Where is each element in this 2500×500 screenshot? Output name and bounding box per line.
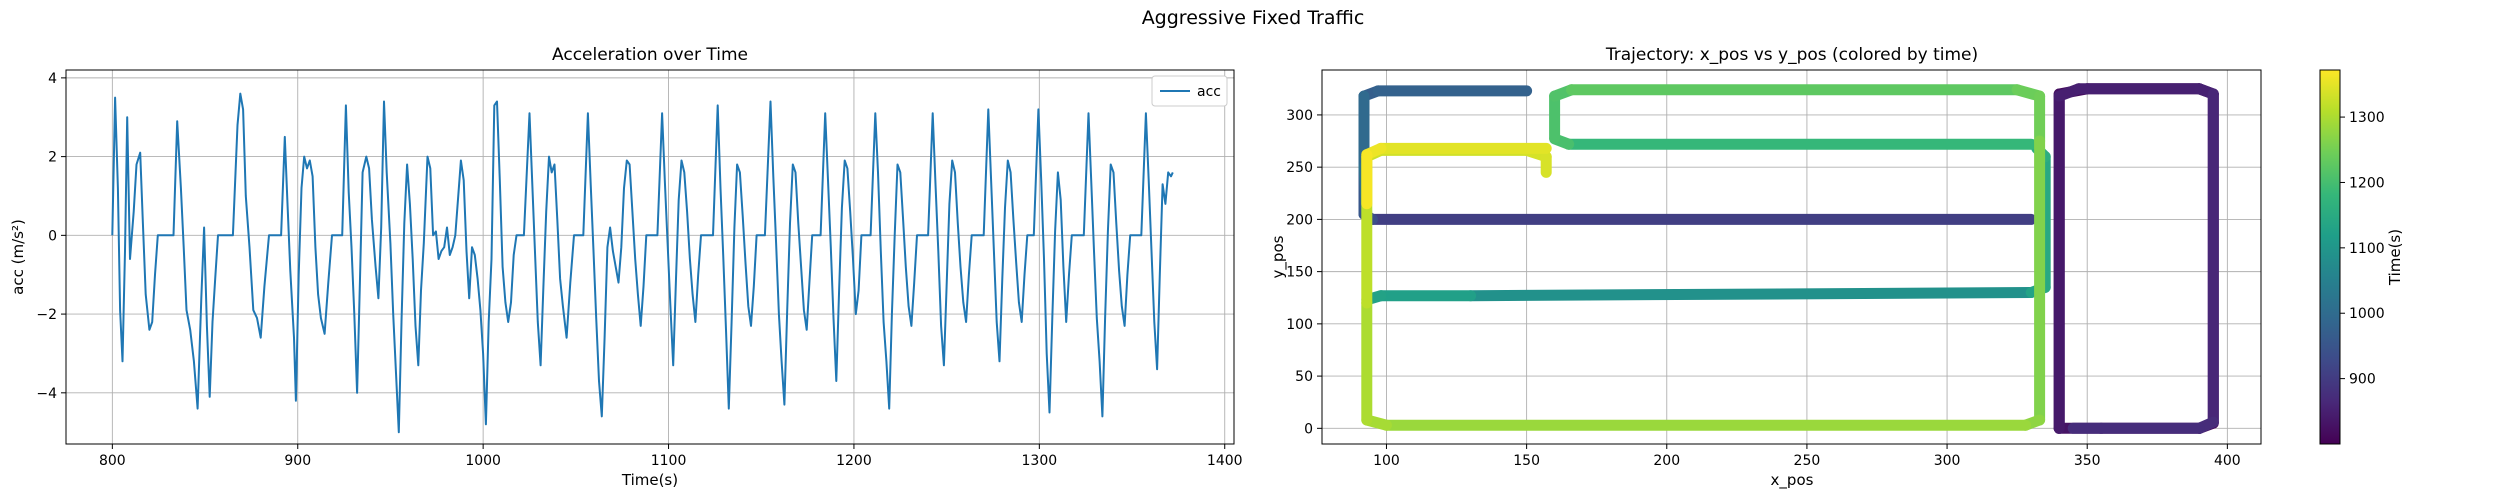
acc-x-tick-label: 800 [99, 453, 126, 469]
acc-y-tick-label: −2 [36, 307, 57, 323]
trajectory-y-ticks: 0 50 100 150 200 250 300 [1286, 108, 1322, 437]
traj-x-tick-label: 300 [1934, 453, 1961, 469]
trajectory-y-axis-label: y_pos [1269, 235, 1288, 278]
colorbar-tick-label: 1000 [2349, 306, 2385, 322]
trajectory-plot-frame [1321, 69, 2262, 445]
acceleration-grid [66, 70, 1234, 444]
colorbar-gradient [2319, 69, 2341, 445]
acceleration-x-axis-label: Time(s) [621, 471, 678, 489]
acc-x-tick-label: 900 [284, 453, 311, 469]
traj-y-tick-label: 150 [1286, 265, 1313, 281]
acceleration-y-ticks: −4 −2 0 2 4 [36, 71, 66, 402]
trajectory-x-ticks: 100 150 200 250 300 350 400 [1373, 444, 2241, 469]
trajectory-paths [1358, 83, 2219, 434]
traj-y-tick-label: 200 [1286, 212, 1313, 228]
colorbar-label: Time(s) [2386, 229, 2404, 286]
colorbar-ticks: 900 1000 1100 1200 1300 [2340, 110, 2385, 388]
trajectory-grid [1322, 70, 2261, 444]
acc-x-tick-label: 1200 [836, 453, 872, 469]
acc-x-tick-label: 1400 [1207, 453, 1243, 469]
time-colorbar: 900 1000 1100 1200 1300 Time(s) [2319, 69, 2404, 445]
acceleration-plot-frame [65, 69, 1235, 445]
traj-x-tick-label: 400 [2214, 453, 2241, 469]
trajectory-chart: 100 150 200 250 300 350 400 0 50 100 150 200 250 300… [1269, 45, 2262, 490]
colorbar-tick-label: 900 [2349, 372, 2376, 388]
traj-x-tick-label: 150 [1513, 453, 1540, 469]
acc-y-tick-label: −4 [36, 386, 57, 402]
traj-y-tick-label: 50 [1295, 369, 1313, 385]
trajectory-chart-title: Trajectory: x_pos vs y_pos (colored by t… [1605, 45, 1978, 65]
traj-x-tick-label: 250 [1794, 453, 1821, 469]
figure-suptitle: Aggressive Fixed Traffic [1142, 7, 1365, 29]
trajectory-segment [1465, 287, 2037, 302]
traj-y-tick-label: 250 [1286, 160, 1313, 176]
traj-y-tick-label: 300 [1286, 108, 1313, 124]
acc-y-tick-label: 2 [48, 150, 57, 166]
colorbar-tick-label: 1300 [2349, 110, 2385, 126]
acc-y-tick-label: 0 [48, 228, 57, 244]
acceleration-y-axis-label: acc (m/s²) [9, 219, 27, 295]
acc-x-tick-label: 1100 [651, 453, 687, 469]
acc-series-line [111, 92, 1174, 434]
acc-x-tick-label: 1300 [1022, 453, 1058, 469]
acceleration-chart-title: Acceleration over Time [552, 45, 748, 65]
trajectory-x-axis-label: x_pos [1771, 471, 1814, 490]
traj-y-tick-label: 0 [1304, 421, 1313, 437]
acceleration-chart: 800 900 1000 1100 1200 1300 1400 −4 −2 0 2 4 Accel… [9, 45, 1243, 489]
traj-x-tick-label: 200 [1653, 453, 1680, 469]
acc-x-tick-label: 1000 [465, 453, 501, 469]
legend-label-acc: acc [1197, 84, 1221, 100]
traj-x-tick-label: 100 [1373, 453, 1400, 469]
acc-y-tick-label: 4 [48, 71, 57, 87]
colorbar-tick-label: 1100 [2349, 241, 2385, 257]
colorbar-tick-label: 1200 [2349, 175, 2385, 191]
acceleration-x-ticks: 800 900 1000 1100 1200 1300 1400 [99, 444, 1243, 469]
traj-x-tick-label: 350 [2074, 453, 2101, 469]
acceleration-legend: acc [1151, 75, 1228, 107]
traj-y-tick-label: 100 [1286, 317, 1313, 333]
